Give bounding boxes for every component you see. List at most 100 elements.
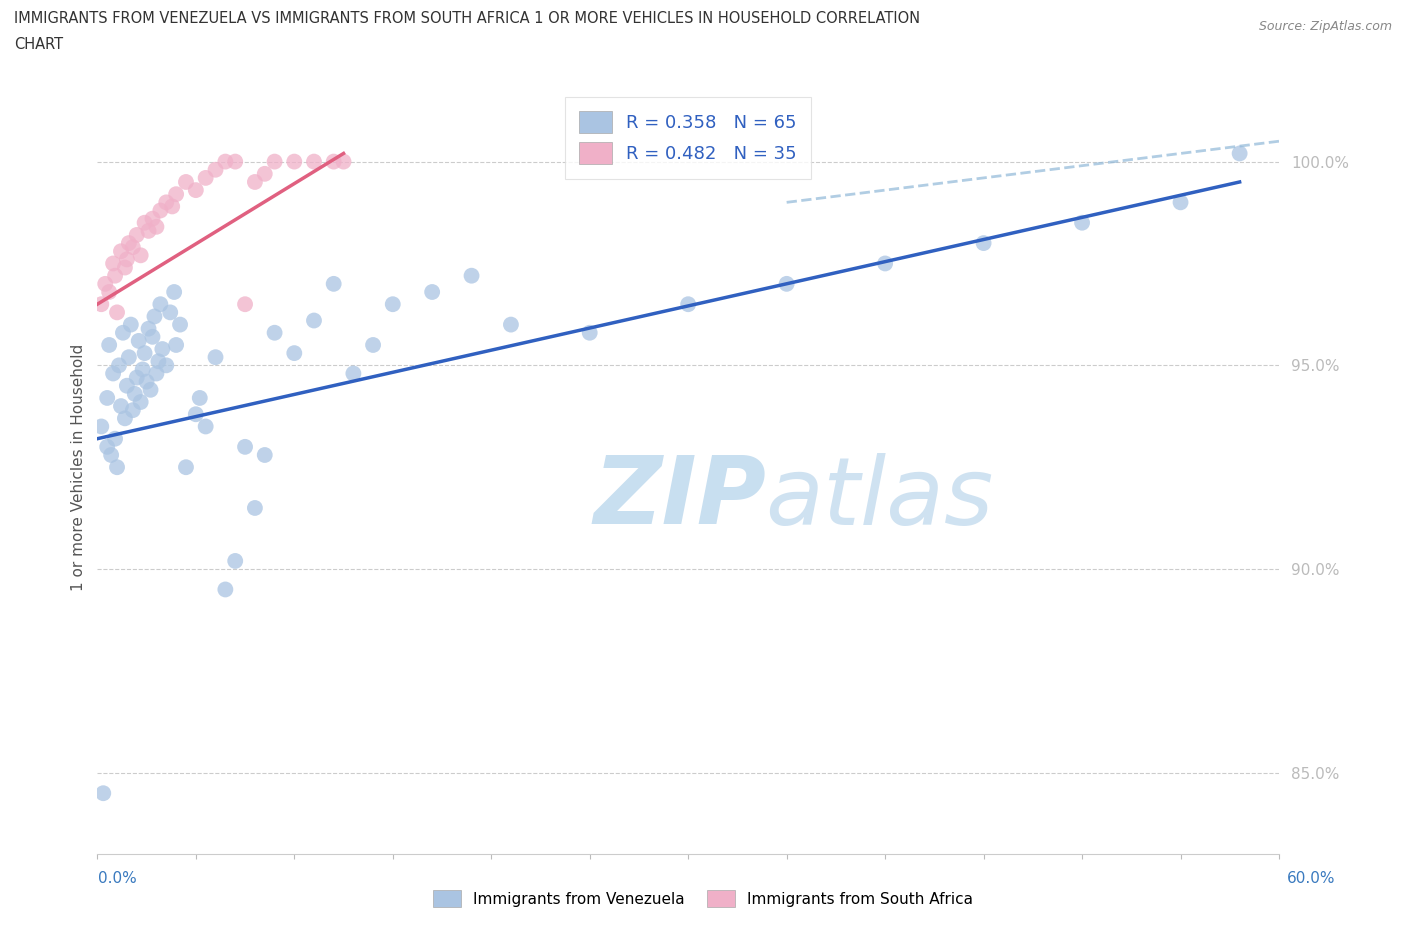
Point xyxy=(124,387,146,402)
Legend: Immigrants from Venezuela, Immigrants from South Africa: Immigrants from Venezuela, Immigrants fr… xyxy=(427,884,979,913)
Point xyxy=(101,256,124,271)
Y-axis label: 1 or more Vehicles in Household: 1 or more Vehicles in Household xyxy=(72,343,86,591)
Point xyxy=(460,268,482,283)
Point xyxy=(118,350,141,365)
Point xyxy=(302,313,325,328)
Point xyxy=(243,500,266,515)
Text: atlas: atlas xyxy=(765,453,993,544)
Point xyxy=(214,582,236,597)
Point xyxy=(150,341,173,356)
Point xyxy=(138,321,160,336)
Point xyxy=(121,403,143,418)
Point xyxy=(194,170,217,185)
Point xyxy=(163,285,186,299)
Point xyxy=(104,268,127,283)
Text: 60.0%: 60.0% xyxy=(1288,871,1336,886)
Point xyxy=(134,215,156,230)
Point xyxy=(149,203,172,218)
Point xyxy=(875,256,897,271)
Point xyxy=(101,366,124,381)
Point xyxy=(322,276,344,291)
Point xyxy=(96,439,118,454)
Point xyxy=(110,399,132,414)
Point xyxy=(115,252,138,267)
Point xyxy=(174,175,197,190)
Point xyxy=(676,297,699,312)
Legend: R = 0.358   N = 65, R = 0.482   N = 35: R = 0.358 N = 65, R = 0.482 N = 35 xyxy=(565,97,811,179)
Point xyxy=(973,235,995,250)
Point xyxy=(263,326,285,340)
Point xyxy=(121,240,143,255)
Point xyxy=(143,309,166,324)
Point xyxy=(165,187,187,202)
Point xyxy=(134,346,156,361)
Point xyxy=(194,419,217,434)
Point xyxy=(1229,146,1251,161)
Point xyxy=(120,317,142,332)
Text: IMMIGRANTS FROM VENEZUELA VS IMMIGRANTS FROM SOUTH AFRICA 1 OR MORE VEHICLES IN : IMMIGRANTS FROM VENEZUELA VS IMMIGRANTS … xyxy=(14,11,920,26)
Point xyxy=(263,154,285,169)
Point xyxy=(204,350,226,365)
Point xyxy=(129,248,152,263)
Point xyxy=(118,235,141,250)
Point xyxy=(135,374,157,389)
Point xyxy=(322,154,344,169)
Point xyxy=(155,358,177,373)
Point xyxy=(243,175,266,190)
Point xyxy=(499,317,522,332)
Point xyxy=(94,276,117,291)
Point xyxy=(129,394,152,409)
Point xyxy=(214,154,236,169)
Point xyxy=(159,305,181,320)
Point xyxy=(145,219,167,234)
Point xyxy=(160,199,183,214)
Point xyxy=(139,382,162,397)
Point xyxy=(165,338,187,352)
Point xyxy=(253,447,276,462)
Point xyxy=(104,432,127,446)
Point xyxy=(204,163,226,178)
Text: ZIP: ZIP xyxy=(593,452,766,544)
Point xyxy=(98,338,121,352)
Point xyxy=(145,366,167,381)
Point xyxy=(184,182,207,197)
Point xyxy=(169,317,191,332)
Point xyxy=(105,305,128,320)
Point xyxy=(361,338,384,352)
Point xyxy=(302,154,325,169)
Point xyxy=(96,391,118,405)
Point xyxy=(381,297,404,312)
Point xyxy=(141,329,163,344)
Point xyxy=(233,439,256,454)
Point xyxy=(283,346,305,361)
Point xyxy=(1071,215,1094,230)
Point xyxy=(108,358,131,373)
Point xyxy=(90,419,112,434)
Point xyxy=(174,459,197,474)
Point xyxy=(332,154,354,169)
Point xyxy=(224,553,246,568)
Text: CHART: CHART xyxy=(14,37,63,52)
Point xyxy=(141,211,163,226)
Point xyxy=(342,366,364,381)
Point xyxy=(111,326,134,340)
Point xyxy=(188,391,211,405)
Point xyxy=(110,244,132,259)
Point xyxy=(149,297,172,312)
Point xyxy=(98,285,121,299)
Point xyxy=(253,166,276,181)
Text: Source: ZipAtlas.com: Source: ZipAtlas.com xyxy=(1258,20,1392,33)
Point xyxy=(1170,195,1192,210)
Point xyxy=(105,459,128,474)
Point xyxy=(148,353,170,368)
Point xyxy=(184,406,207,421)
Point xyxy=(115,379,138,393)
Point xyxy=(90,297,112,312)
Point xyxy=(420,285,443,299)
Point xyxy=(114,260,136,275)
Point xyxy=(125,370,148,385)
Text: 0.0%: 0.0% xyxy=(98,871,138,886)
Point xyxy=(125,228,148,243)
Point xyxy=(138,223,160,238)
Point xyxy=(131,362,153,377)
